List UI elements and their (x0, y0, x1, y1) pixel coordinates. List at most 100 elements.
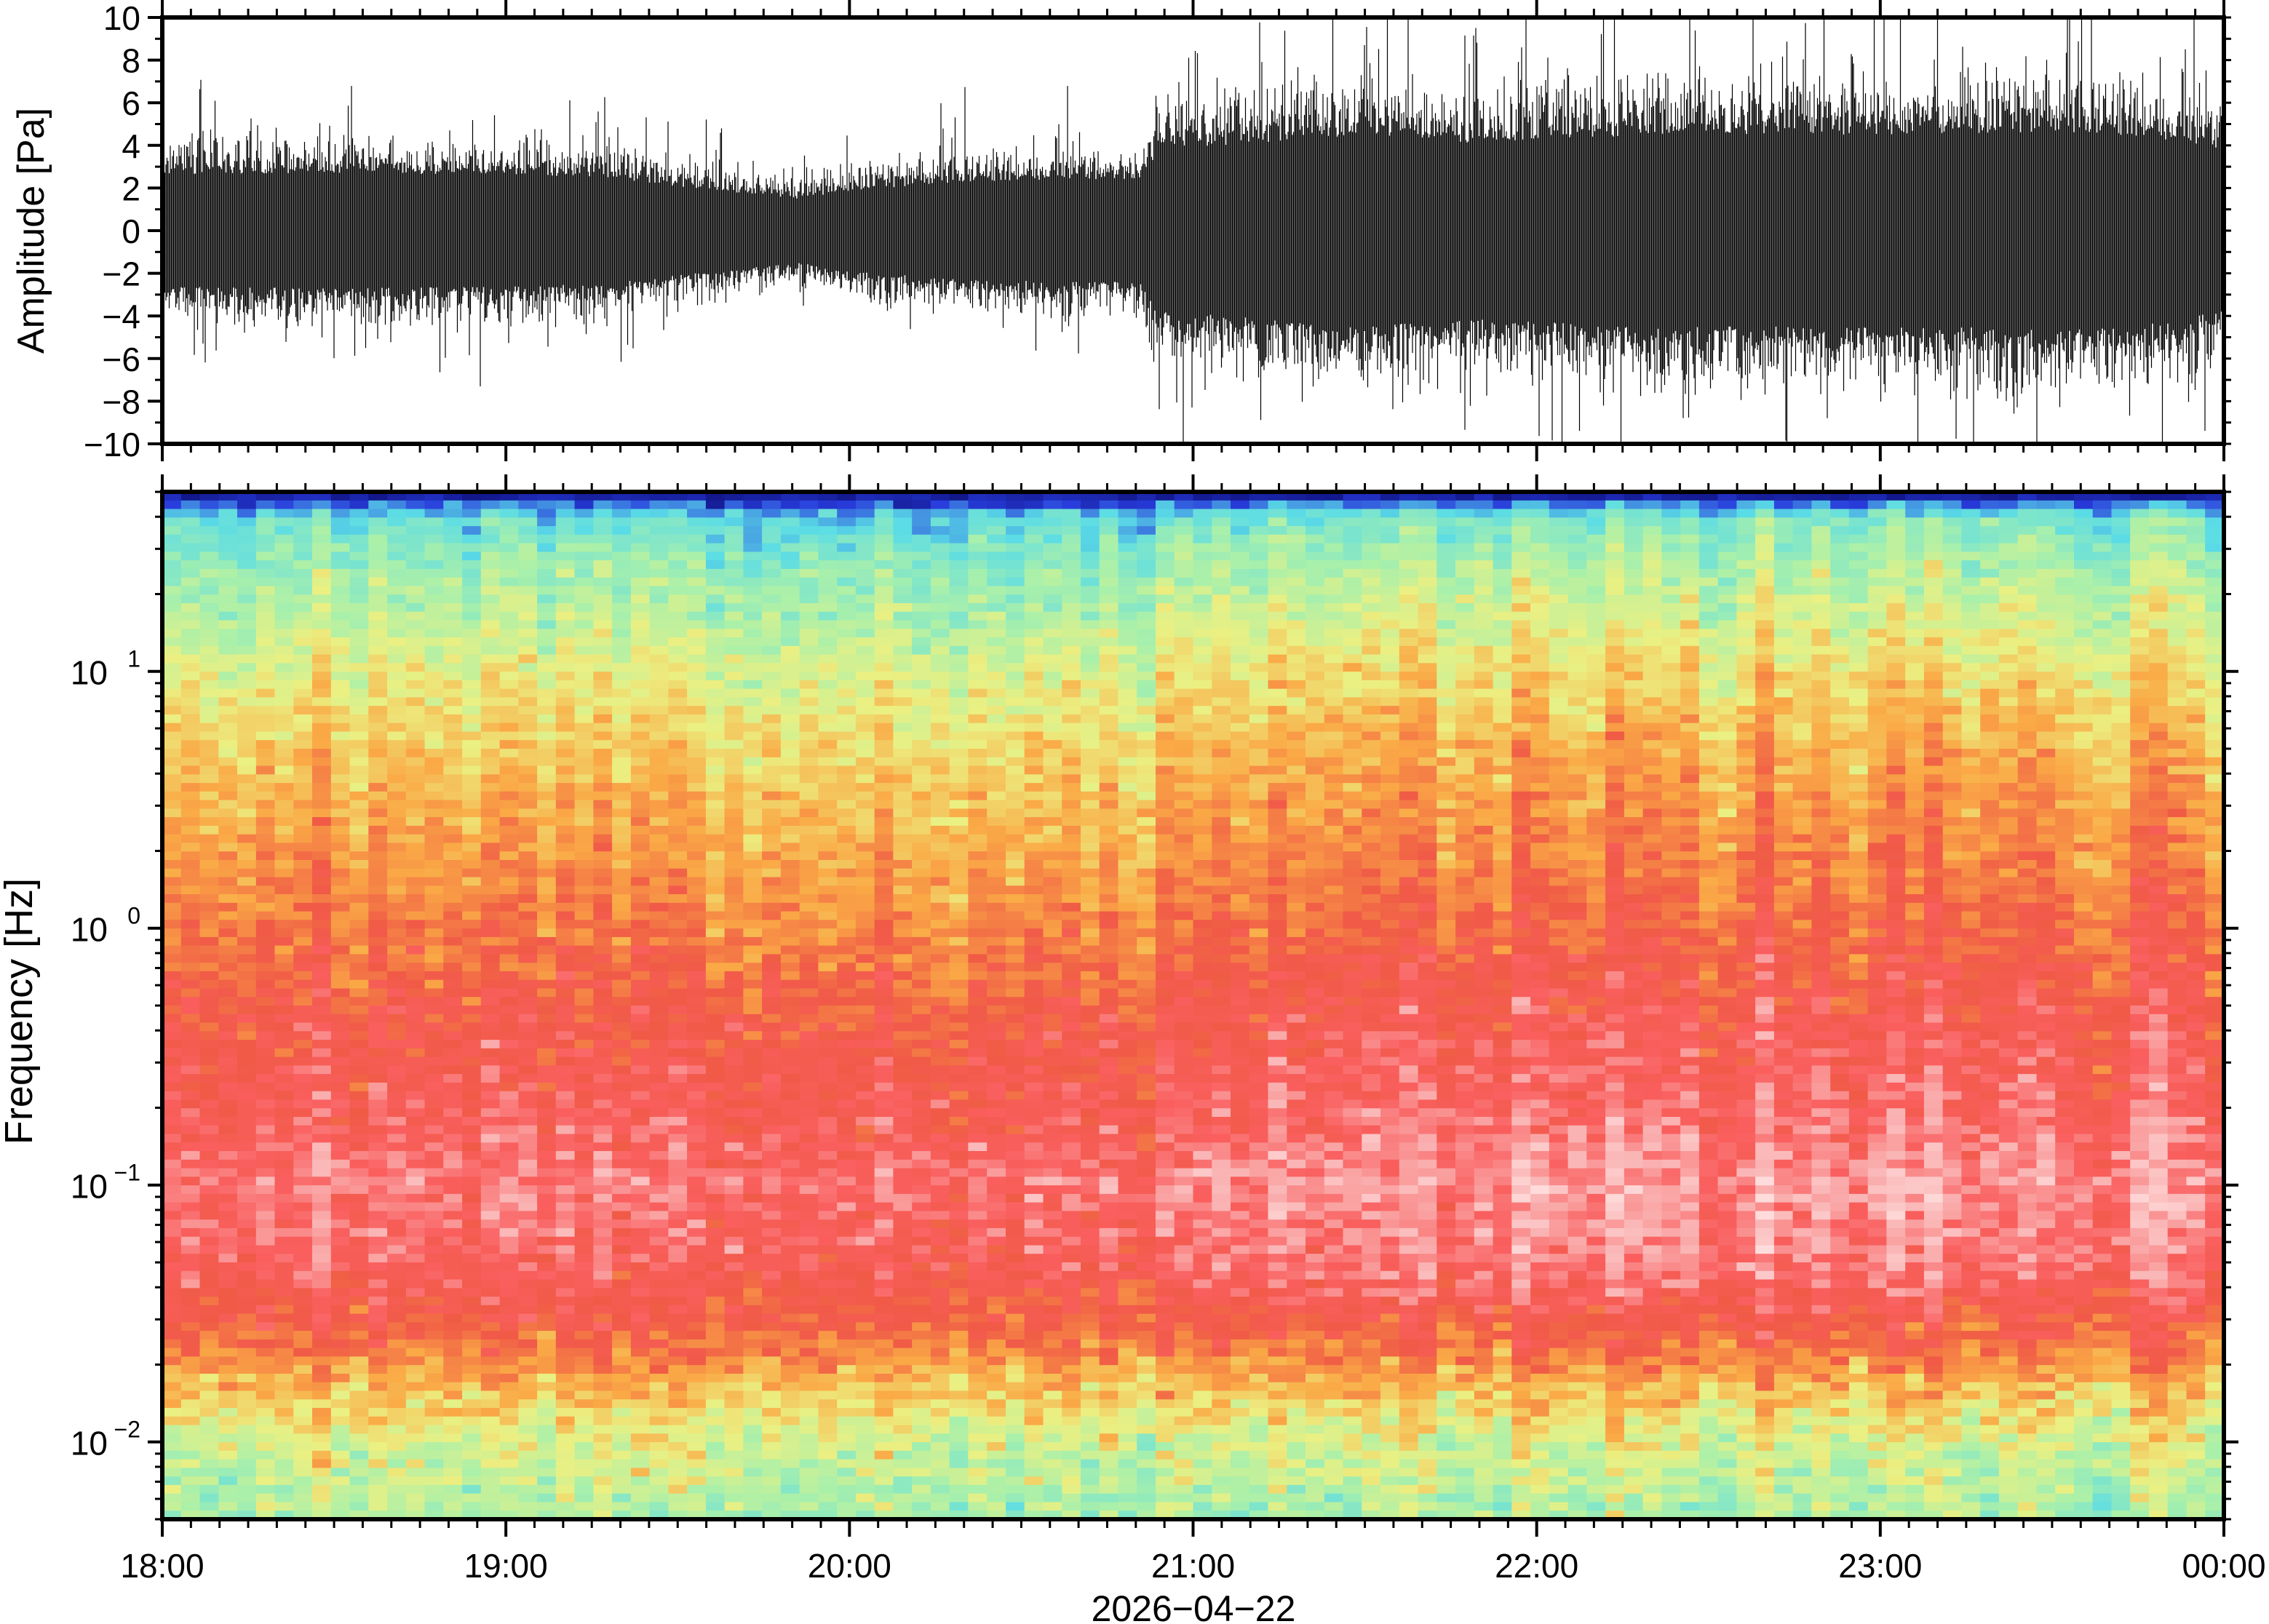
spectrogram-cell (705, 1382, 726, 1392)
spectrogram-cell (855, 1288, 875, 1297)
spectrogram-cell (574, 688, 595, 698)
spectrogram-cell (537, 928, 557, 938)
spectrogram-cell (893, 749, 913, 758)
spectrogram-cell (837, 954, 857, 963)
spectrogram-cell (555, 988, 576, 998)
spectrogram-cell (199, 1031, 220, 1040)
spectrogram-cell (855, 1416, 875, 1426)
spectrogram-cell (537, 1374, 557, 1383)
spectrogram-cell (912, 1390, 931, 1401)
spectrogram-cell (912, 1082, 931, 1092)
spectrogram-cell (855, 740, 875, 749)
spectrogram-cell (537, 1040, 557, 1049)
spectrogram-cell (368, 509, 388, 519)
spectrogram-cell (237, 534, 257, 544)
spectrogram-cell (349, 629, 370, 638)
spectrogram-cell (612, 1331, 632, 1340)
spectrogram-cell (443, 1125, 463, 1135)
spectrogram-cell (555, 688, 576, 698)
spectrogram-cell (649, 680, 669, 690)
spectrogram-cell (162, 1099, 182, 1109)
spectrogram-cell (199, 1262, 220, 1272)
spectrogram-cell (424, 1416, 445, 1426)
spectrogram-cell (330, 902, 351, 912)
spectrogram-cell (912, 1459, 931, 1469)
spectrogram-cell (612, 1484, 632, 1494)
spectrogram-cell (255, 1468, 276, 1477)
spectrogram-cell (293, 714, 313, 724)
spectrogram-cell (274, 517, 295, 527)
spectrogram-cell (574, 1484, 595, 1494)
spectrogram-cell (818, 1219, 838, 1229)
spectrogram-cell (499, 808, 520, 818)
spectrogram-cell (818, 1185, 838, 1195)
spectrogram-cell (405, 568, 426, 578)
spectrogram-cell (743, 1262, 763, 1272)
spectrogram-cell (687, 1493, 707, 1503)
spectrogram-cell (780, 954, 800, 963)
spectrogram-cell (630, 1048, 651, 1058)
spectrogram-cell (893, 979, 913, 990)
spectrogram-cell (593, 1476, 613, 1486)
spectrogram-cell (574, 1425, 595, 1435)
spectrogram-cell (349, 1476, 370, 1486)
spectrogram-cell (387, 663, 407, 672)
spectrogram-cell (668, 1348, 688, 1358)
spectrogram-cell (762, 731, 782, 741)
spectrogram-cell (424, 1348, 445, 1358)
spectrogram-cell (180, 825, 201, 835)
spectrogram-cell (518, 774, 538, 784)
spectrogram-cell (668, 1425, 688, 1435)
spectrogram-cell (537, 954, 557, 963)
spectrogram-cell (780, 911, 800, 921)
spectrogram-cell (780, 1048, 800, 1058)
spectrogram-cell (780, 1297, 800, 1306)
spectrogram-cell (405, 629, 426, 638)
spectrogram-cell (518, 928, 538, 938)
spectrogram-cell (668, 765, 688, 776)
spectrogram-cell (574, 808, 595, 818)
spectrogram-cell (218, 586, 238, 595)
spectrogram-cell (199, 1288, 220, 1297)
spectrogram-cell (799, 1468, 819, 1477)
spectrogram-cell (780, 740, 800, 749)
spectrogram-cell (237, 620, 257, 630)
spectrogram-cell (368, 783, 388, 792)
spectrogram-cell (799, 1185, 819, 1195)
spectrogram-cell (274, 971, 295, 981)
spectrogram-cell (705, 1468, 726, 1477)
spectrogram-cell (893, 1202, 913, 1212)
spectrogram-cell (274, 1262, 295, 1272)
spectrogram-cell (743, 1433, 763, 1443)
spectrogram-cell (874, 860, 894, 869)
spectrogram-cell (912, 817, 931, 827)
spectrogram-cell (499, 534, 520, 544)
spectrogram-cell (555, 774, 576, 784)
spectrogram-cell (443, 620, 463, 630)
spectrogram-cell (762, 714, 782, 724)
spectrogram-cell (705, 697, 726, 706)
spectrogram-cell (874, 1382, 894, 1392)
spectrogram-cell (724, 1331, 744, 1340)
spectrogram-cell (162, 774, 182, 784)
spectrogram-cell (743, 1245, 763, 1255)
spectrogram-cell (612, 620, 632, 630)
spectrogram-cell (630, 526, 651, 536)
spectrogram-cell (724, 1236, 744, 1246)
spectrogram-cell (443, 1279, 463, 1289)
spectrogram-cell (218, 740, 238, 749)
spectrogram-cell (837, 1082, 857, 1092)
spectrogram-cell (462, 1270, 482, 1281)
spectrogram-cell (874, 611, 894, 621)
spectrogram-cell (462, 1185, 482, 1195)
spectrogram-cell (293, 1099, 313, 1109)
spectrogram-cell (293, 1390, 313, 1401)
spectrogram-cell (762, 1074, 782, 1083)
spectrogram-cell (630, 706, 651, 715)
spectrogram-cell (387, 1193, 407, 1203)
spectrogram-cell (780, 534, 800, 544)
spectrogram-cell (237, 894, 257, 904)
spectrogram-cell (387, 911, 407, 921)
spectrogram-cell (593, 1099, 613, 1109)
spectrogram-cell (593, 560, 613, 570)
